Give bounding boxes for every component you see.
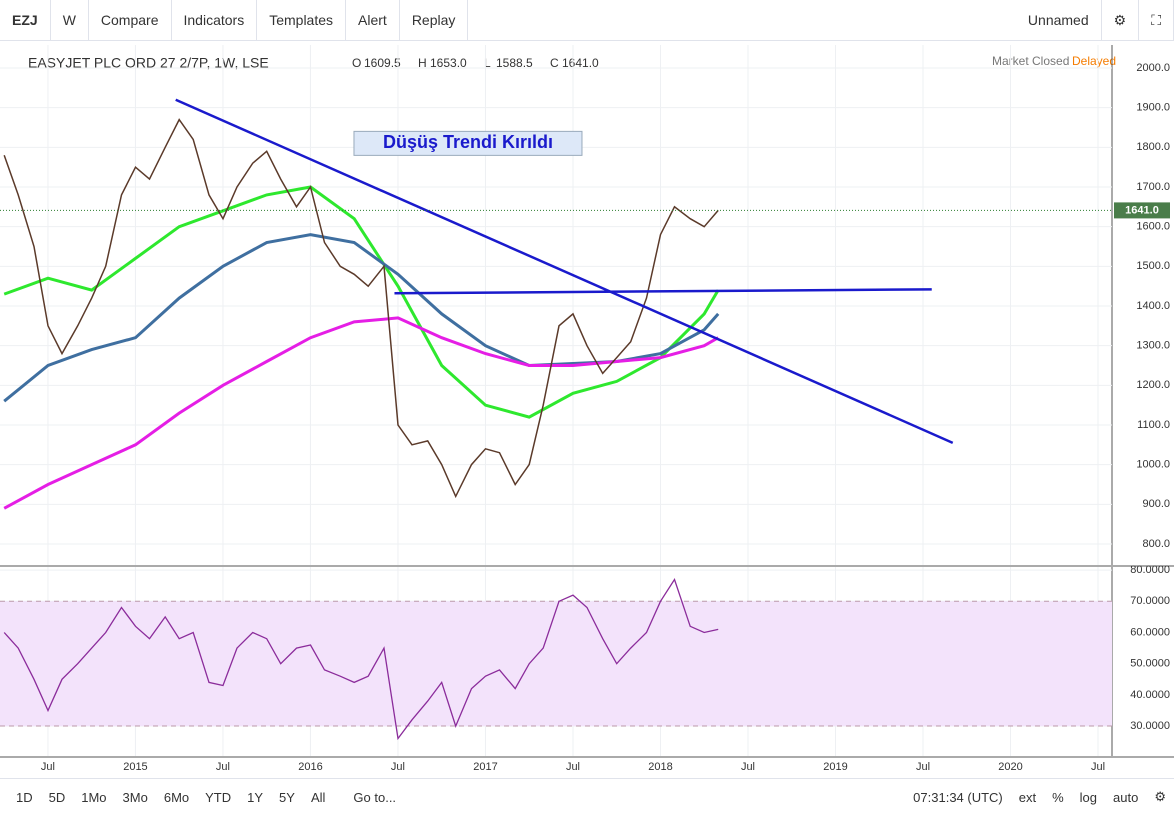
ohlc-key: L — [484, 56, 491, 70]
rsi-band — [0, 601, 1112, 727]
y-tick-label: 50.0000 — [1130, 658, 1170, 670]
tool[interactable]: Templates — [257, 0, 347, 40]
option[interactable]: auto — [1113, 789, 1139, 805]
chart: EASYJET PLC ORD 27 2/7P, 1W, LSE Market … — [0, 45, 1174, 773]
x-tick-label: Jul — [216, 761, 230, 773]
x-tick-label: 2015 — [123, 761, 147, 773]
ohlc-key: C — [550, 56, 559, 70]
layout-name[interactable]: Unnamed — [1016, 0, 1102, 40]
x-tick-label: 2019 — [823, 761, 847, 773]
goto[interactable]: Go to... — [353, 789, 397, 805]
tool[interactable]: Replay — [400, 0, 469, 40]
ohlc-key: H — [418, 56, 427, 70]
rsi-line — [3, 578, 719, 741]
y-tick-label: 70.0000 — [1130, 595, 1170, 607]
moving-average — [3, 233, 720, 403]
delay: Delayed — [1072, 54, 1116, 68]
range-button[interactable]: 1Y — [247, 789, 264, 805]
range-button[interactable]: 1Mo — [81, 789, 107, 805]
x-tick-label: 2017 — [473, 761, 497, 773]
y-tick-label: 1700.0 — [1136, 181, 1170, 193]
price-line — [3, 118, 719, 499]
settings[interactable]: ⚙ — [1154, 789, 1166, 804]
x-tick-label: Jul — [391, 761, 405, 773]
toolbar: EZJ W Compare Indicators Templates Alert… — [0, 0, 1174, 41]
x-tick-label: Jul — [566, 761, 580, 773]
status: Market Closed — [992, 54, 1069, 68]
settings[interactable]: ⚙ — [1102, 0, 1140, 40]
fullscreen[interactable]: ⛶ — [1139, 0, 1174, 40]
x-tick-label: 2016 — [298, 761, 322, 773]
x-tick-label: Jul — [741, 761, 755, 773]
y-tick-label: 900.0 — [1142, 498, 1170, 510]
x-tick-label: Jul — [916, 761, 930, 773]
range-button[interactable]: YTD — [205, 789, 232, 805]
range-button[interactable]: 3Mo — [122, 789, 148, 805]
range-button[interactable]: 1D — [16, 789, 33, 805]
ohlc-value: 1653.0 — [430, 56, 467, 70]
trend-line — [175, 98, 954, 444]
annotation-box — [353, 130, 583, 156]
option[interactable]: % — [1052, 789, 1064, 805]
moving-average — [3, 185, 720, 419]
y-tick-label: 1100.0 — [1137, 419, 1170, 431]
range-button[interactable]: 6Mo — [163, 789, 190, 805]
ohlc-value: 1588.5 — [496, 56, 533, 70]
x-tick-label: 2018 — [648, 761, 672, 773]
ohlc-key: O — [352, 56, 361, 70]
annotation: Düşüş Trendi Kırıldı — [383, 132, 553, 152]
ohlc-value: 1641.0 — [562, 56, 599, 70]
y-tick-label: 1900.0 — [1136, 102, 1170, 114]
y-tick-label: 40.0000 — [1130, 689, 1170, 701]
clock[interactable]: 07:31:34 (UTC) — [913, 789, 1003, 805]
tool[interactable]: Indicators — [172, 0, 258, 40]
y-tick-label: 1400.0 — [1136, 300, 1170, 312]
y-tick-label: 1000.0 — [1136, 459, 1170, 471]
tool[interactable]: Alert — [346, 0, 400, 40]
last-price-box — [1114, 202, 1170, 219]
y-tick-label: 1800.0 — [1136, 141, 1170, 153]
y-tick-label: 1500.0 — [1136, 260, 1170, 272]
x-tick-label: Jul — [41, 761, 55, 773]
y-tick-label: 1600.0 — [1136, 221, 1170, 233]
range-button[interactable]: 5Y — [279, 789, 295, 805]
y-tick-label: 2000.0 — [1136, 62, 1170, 74]
tool[interactable]: Compare — [89, 0, 172, 40]
x-tick-label: 2020 — [998, 761, 1022, 773]
bottom-bar: 1D 5D 1Mo 3Mo 6Mo YTD 1Y 5Y All Go to... 07:31:34 … — [0, 778, 1174, 815]
chart-title: EASYJET PLC ORD 27 2/7P, 1W, LSE — [28, 55, 269, 71]
range-button[interactable]: 5D — [48, 789, 66, 805]
range-button[interactable]: All — [310, 789, 326, 805]
option[interactable]: log — [1079, 789, 1098, 805]
y-tick-label: 1200.0 — [1136, 379, 1170, 391]
y-tick-label: 60.0000 — [1130, 626, 1170, 638]
last-price-label: 1641.0 — [1125, 204, 1159, 216]
y-tick-label: 80.0000 — [1130, 564, 1170, 576]
y-tick-label: 800.0 — [1142, 538, 1170, 550]
moving-average — [3, 316, 719, 510]
ohlc-value: 1609.5 — [364, 56, 401, 70]
symbol[interactable]: EZJ — [0, 0, 51, 40]
y-tick-label: 1300.0 — [1136, 340, 1170, 352]
option[interactable]: ext — [1018, 789, 1037, 805]
x-tick-label: Jul — [1091, 761, 1105, 773]
trend-line — [394, 288, 932, 295]
y-tick-label: 30.0000 — [1130, 720, 1170, 732]
interval[interactable]: W — [51, 0, 89, 40]
